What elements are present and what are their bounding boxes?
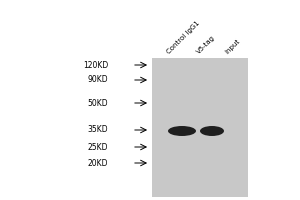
Text: 35KD: 35KD (87, 126, 108, 134)
Text: 120KD: 120KD (83, 60, 108, 70)
Text: Control IgG1: Control IgG1 (166, 20, 201, 55)
Ellipse shape (200, 126, 224, 136)
Text: 50KD: 50KD (87, 98, 108, 108)
Text: 25KD: 25KD (88, 142, 108, 152)
Text: 90KD: 90KD (87, 75, 108, 84)
Text: Input: Input (224, 38, 241, 55)
Text: V5-tag: V5-tag (196, 34, 216, 55)
Ellipse shape (168, 126, 196, 136)
Text: 20KD: 20KD (88, 158, 108, 168)
Bar (152, 58, 248, 197)
